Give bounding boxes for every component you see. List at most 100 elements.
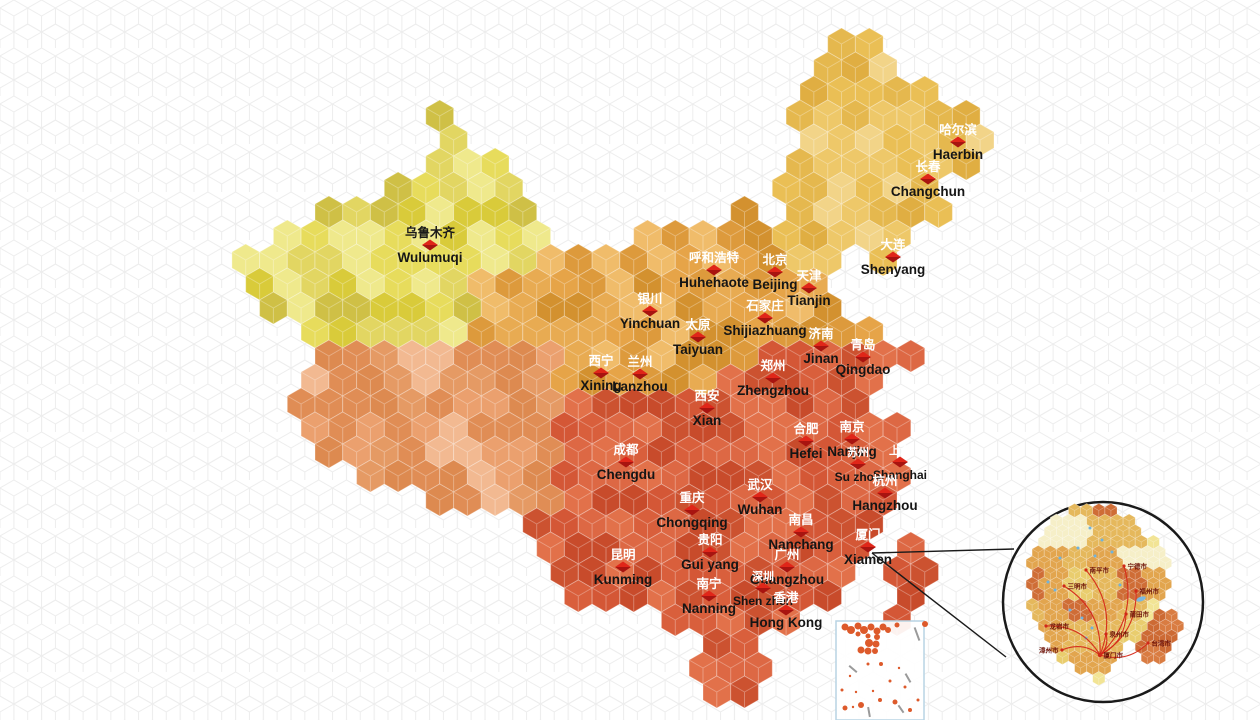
city-marker-hangzhou[interactable]: 杭州 Hangzhou <box>852 473 917 513</box>
city-marker-shen-zhen[interactable]: 深圳 Shen zhen <box>733 569 793 608</box>
map-hex-red <box>591 579 621 613</box>
city-name-zh: 青岛 <box>850 337 875 352</box>
scs-island-dot <box>908 708 912 712</box>
scs-island-dot <box>874 634 880 640</box>
city-diamond-icon <box>892 462 908 468</box>
city-marker-nanjing[interactable]: 南京 Nanjing <box>827 419 877 459</box>
inset-city-label: 福州市 <box>1139 586 1160 595</box>
city-name-zh: 上海 <box>889 443 911 457</box>
city-marker-shenyang[interactable]: 大连 Shenyang <box>861 237 926 277</box>
city-marker-kunming[interactable]: 昆明 Kunming <box>594 547 653 587</box>
city-diamond-icon <box>767 266 783 272</box>
city-name-zh: 南宁 <box>696 576 721 591</box>
city-marker-tianjin[interactable]: 天津 Tianjin <box>787 268 830 308</box>
map-hex-red <box>771 603 801 637</box>
city-diamond-icon <box>779 567 795 573</box>
city-name-en: Lanzhou <box>612 379 668 394</box>
city-marker-nanchang[interactable]: 南昌 Nanchang <box>768 512 833 552</box>
inset-city-dot[interactable] <box>1044 624 1048 628</box>
scs-island-dot <box>873 627 881 635</box>
city-diamond-icon <box>892 456 908 462</box>
scs-island-dot <box>872 648 878 654</box>
city-marker-huhehaote[interactable]: 呼和浩特 Huhehaote <box>679 250 749 290</box>
city-marker-wulumuqi[interactable]: 乌鲁木齐 Wulumuqi <box>398 225 463 265</box>
scs-boundary-dash <box>904 673 912 683</box>
city-name-zh: 成都 <box>613 442 639 457</box>
city-name-zh: 西宁 <box>588 353 613 368</box>
city-name-en: Xian <box>693 413 722 428</box>
inset-city-dot[interactable] <box>1134 589 1138 593</box>
city-marker-wuhan[interactable]: 武汉 Wuhan <box>738 477 783 517</box>
city-diamond-icon <box>950 136 966 142</box>
city-marker-zhengzhou[interactable]: 郑州 Zhengzhou <box>737 358 809 398</box>
city-marker-beijing[interactable]: 北京 Beijing <box>752 252 797 292</box>
inset-city-dot[interactable] <box>1122 564 1126 568</box>
inset-city-label: 漳州市 <box>1039 645 1059 654</box>
scs-island-dot <box>872 640 880 648</box>
city-name-en: Wulumuqi <box>398 250 463 265</box>
city-name-zh: 重庆 <box>679 490 705 505</box>
inset-town-dot <box>1090 626 1094 630</box>
city-name-en: Chongqing <box>656 515 727 530</box>
inset-hex <box>1056 650 1069 665</box>
city-diamond-icon <box>422 239 438 245</box>
city-marker-guangzhou[interactable]: 广州 Guangzhou <box>750 547 824 587</box>
city-diamond-icon <box>877 487 893 493</box>
city-marker-haerbin[interactable]: 哈尔滨 Haerbin <box>933 122 983 162</box>
city-name-zh: 厦门 <box>855 527 880 542</box>
city-diamond-icon <box>618 462 634 468</box>
city-marker-jinan[interactable]: 济南 Jinan <box>803 326 838 366</box>
scs-island-dot <box>858 702 864 708</box>
city-marker-qingdao[interactable]: 青岛 Qingdao <box>836 337 891 377</box>
city-name-zh: 哈尔滨 <box>939 122 977 137</box>
scs-island-dot <box>903 685 907 689</box>
city-marker-hefei[interactable]: 合肥 Hefei <box>789 421 822 461</box>
map-hex-tibet <box>383 459 413 493</box>
city-marker-nanning[interactable]: 南宁 Nanning <box>682 576 736 616</box>
city-diamond-icon <box>690 337 706 343</box>
scs-boundary-dash <box>867 706 871 718</box>
inset-city-dot[interactable] <box>1062 584 1066 588</box>
city-name-en: Xiamen <box>844 552 892 567</box>
inset-city-label: 南平市 <box>1090 565 1110 574</box>
map-hex-red <box>702 675 732 709</box>
city-marker-xiamen[interactable]: 厦门 Xiamen <box>844 527 892 567</box>
city-marker-gui-yang[interactable]: 贵阳 Gui yang <box>681 532 739 572</box>
city-marker-yinchuan[interactable]: 银川 Yinchuan <box>620 291 680 331</box>
city-diamond-icon <box>632 368 648 374</box>
city-diamond-icon <box>752 497 768 503</box>
city-diamond-icon <box>877 493 893 499</box>
city-marker-chongqing[interactable]: 重庆 Chongqing <box>656 490 727 530</box>
city-marker-lanzhou[interactable]: 兰州 Lanzhou <box>612 354 668 394</box>
city-marker-chengdu[interactable]: 成都 Chengdu <box>597 442 656 482</box>
scs-island-dot <box>916 698 920 702</box>
map-hex-tibet <box>314 435 344 469</box>
city-marker-xian[interactable]: 西安 Xian <box>693 388 722 428</box>
inset-city-dot[interactable] <box>1146 641 1150 645</box>
city-diamond-icon <box>767 272 783 278</box>
city-name-zh: 郑州 <box>760 358 785 373</box>
inset-town-dot <box>1068 608 1072 612</box>
city-name-zh: 长春 <box>915 159 941 174</box>
city-marker-shijiazhuang[interactable]: 石家庄 Shijiazhuang <box>723 298 806 338</box>
city-marker-taiyuan[interactable]: 太原 Taiyuan <box>673 317 723 357</box>
inset-city-dot[interactable] <box>1084 568 1088 572</box>
city-marker-changchun[interactable]: 长春 Changchun <box>891 159 965 199</box>
city-marker-su-zhou[interactable]: 苏州 Su zhou <box>835 445 882 484</box>
city-marker-shanghai[interactable]: 上海 Shanghai <box>873 443 927 482</box>
city-name-zh: 济南 <box>808 326 834 341</box>
inset-city-dot[interactable] <box>1097 652 1103 658</box>
city-name-en: Taiyuan <box>673 342 723 357</box>
city-diamond-icon <box>920 179 936 185</box>
city-marker-xining[interactable]: 西宁 Xining <box>580 353 621 393</box>
inset-city-dot[interactable] <box>1124 612 1128 616</box>
inset-city-dot[interactable] <box>1060 648 1064 652</box>
city-diamond-icon <box>798 441 814 447</box>
city-diamond-icon <box>701 596 717 602</box>
city-marker-hong-kong[interactable]: 香港 Hong Kong <box>750 590 823 630</box>
scs-island-dot <box>879 662 883 666</box>
inset-city-label: 龙岩市 <box>1049 621 1070 630</box>
city-diamond-icon <box>778 610 794 616</box>
inset-city-dot[interactable] <box>1104 632 1108 636</box>
